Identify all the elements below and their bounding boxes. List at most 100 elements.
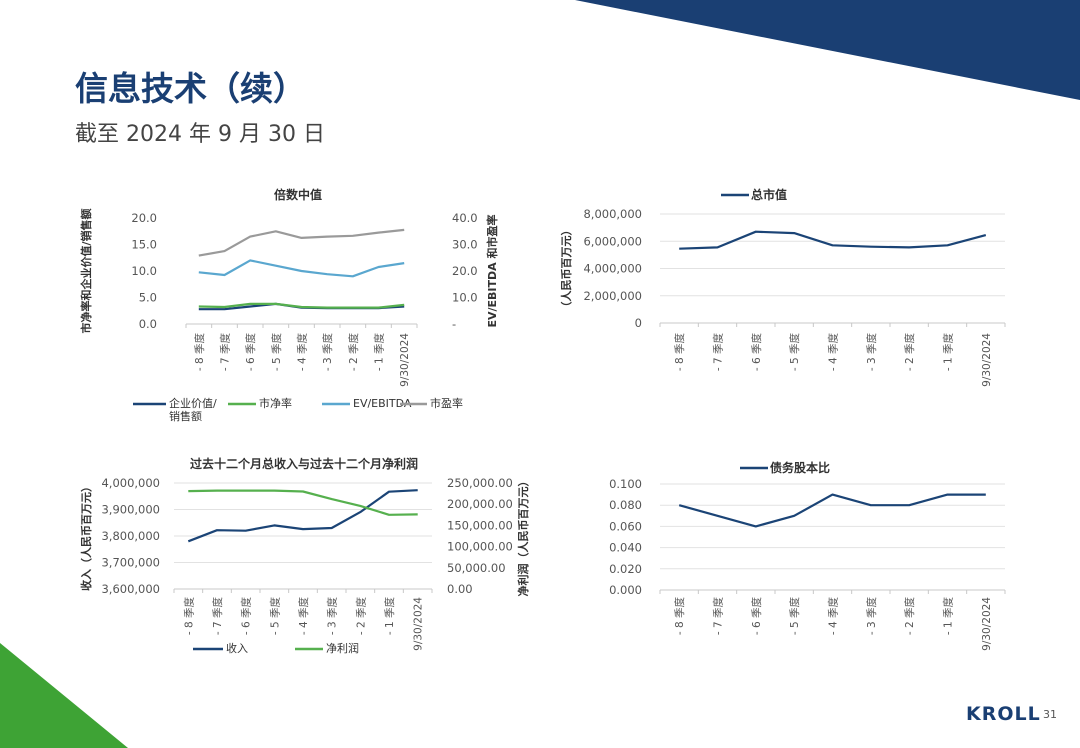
- legend-label: 净利润: [326, 641, 359, 655]
- x-category-label: 9/30/2024: [413, 597, 425, 651]
- y-right-tick-label: 30.0: [452, 238, 478, 252]
- legend-label: 债务股本比: [770, 460, 830, 475]
- x-category-label: - 7 季度: [211, 597, 224, 636]
- x-category-label: - 5 季度: [270, 333, 283, 372]
- y-tick-label: 3,600,000: [101, 582, 160, 596]
- series-line: [679, 230, 987, 250]
- x-category-label: - 4 季度: [296, 333, 309, 372]
- legend-label: EV/EBITDA: [353, 397, 412, 410]
- chart-title: 过去十二个月总收入与过去十二个月净利润: [190, 456, 418, 471]
- y-tick-label: 3,700,000: [101, 556, 160, 570]
- y-axis-title: 收入（人民币百万元）: [79, 481, 93, 591]
- x-category-label: - 1 季度: [942, 597, 955, 636]
- y-tick-label: 0.060: [609, 519, 642, 533]
- y-tick-label: 0.100: [609, 477, 642, 491]
- y-axis-title: （人民币百万元）: [559, 225, 573, 313]
- y-right-tick-label: 250,000.00: [447, 476, 513, 490]
- y-axis-title: 市净率和企业价值/销售额: [79, 208, 93, 333]
- x-category-label: - 3 季度: [326, 597, 339, 636]
- x-category-label: - 2 季度: [354, 597, 367, 636]
- x-category-label: - 7 季度: [712, 333, 725, 372]
- x-category-label: - 3 季度: [321, 333, 334, 372]
- legend-label: 销售额: [169, 409, 202, 423]
- y-tick-label: 4,000,000: [583, 262, 642, 276]
- green-corner-shape: [0, 643, 128, 748]
- x-category-label: - 6 季度: [240, 597, 253, 636]
- y-right-tick-label: 50,000.00: [447, 561, 506, 575]
- y-tick-label: 0: [635, 316, 642, 330]
- series-line: [188, 489, 418, 516]
- legend-label: 市净率: [259, 396, 292, 410]
- y-tick-label: 3,900,000: [101, 503, 160, 517]
- x-category-label: - 5 季度: [268, 597, 281, 636]
- legend-label: 收入: [226, 641, 248, 655]
- x-category-label: - 5 季度: [788, 597, 801, 636]
- chart-title: 倍数中值: [274, 187, 322, 202]
- x-category-label: - 6 季度: [244, 333, 257, 372]
- y-right-tick-label: -: [452, 317, 456, 331]
- x-category-label: - 7 季度: [712, 597, 725, 636]
- y-right-tick-label: 20.0: [452, 264, 478, 278]
- page-subtitle: 截至 2024 年 9 月 30 日: [75, 122, 325, 147]
- legend-label: 总市值: [751, 187, 787, 202]
- x-category-label: - 3 季度: [865, 333, 878, 372]
- legend-label: 企业价值/: [169, 396, 217, 410]
- y-right-tick-label: 200,000.00: [447, 497, 513, 511]
- y-tick-label: 0.040: [609, 541, 642, 555]
- y-right-tick-label: 150,000.00: [447, 518, 513, 532]
- x-category-label: - 3 季度: [865, 597, 878, 636]
- y-tick-label: 0.020: [609, 562, 642, 576]
- series-line: [187, 489, 418, 543]
- series-line: [198, 302, 405, 309]
- x-category-label: - 6 季度: [750, 333, 763, 372]
- y-tick-label: 0.000: [609, 583, 642, 597]
- y-tick-label: 5.0: [139, 291, 157, 305]
- y-tick-label: 0.0: [139, 317, 157, 331]
- x-category-label: - 8 季度: [673, 597, 686, 636]
- y-right-tick-label: 40.0: [452, 211, 478, 225]
- y-tick-label: 4,000,000: [101, 476, 160, 490]
- navy-corner-shape: [575, 0, 1080, 100]
- legend-label: 市盈率: [430, 396, 463, 410]
- y-tick-label: 10.0: [131, 264, 157, 278]
- y-axis-right-title: EV/EBITDA 和市盈率: [485, 214, 499, 327]
- page-number: 31: [1043, 708, 1057, 721]
- y-tick-label: 2,000,000: [583, 289, 642, 303]
- x-category-label: 9/30/2024: [981, 333, 993, 387]
- x-category-label: - 1 季度: [373, 333, 386, 372]
- x-category-label: - 1 季度: [942, 333, 955, 372]
- series-line: [198, 259, 405, 278]
- x-category-label: - 2 季度: [903, 597, 916, 636]
- x-category-label: - 8 季度: [673, 333, 686, 372]
- y-axis-right-title: 净利润（人民币百万元）: [516, 476, 530, 597]
- x-category-label: - 4 季度: [297, 597, 310, 636]
- x-category-label: - 2 季度: [347, 333, 360, 372]
- y-tick-label: 20.0: [131, 211, 157, 225]
- x-category-label: - 8 季度: [193, 333, 206, 372]
- y-tick-label: 15.0: [131, 238, 157, 252]
- series-line: [198, 228, 405, 257]
- x-category-label: - 5 季度: [788, 333, 801, 372]
- y-right-tick-label: 100,000.00: [447, 540, 513, 554]
- y-tick-label: 6,000,000: [583, 234, 642, 248]
- y-tick-label: 0.080: [609, 498, 642, 512]
- y-tick-label: 8,000,000: [583, 207, 642, 221]
- x-category-label: - 4 季度: [827, 597, 840, 636]
- x-category-label: - 1 季度: [383, 597, 396, 636]
- y-right-tick-label: 0.00: [447, 582, 473, 596]
- kroll-logo: KROLL: [966, 703, 1041, 725]
- x-category-label: - 4 季度: [827, 333, 840, 372]
- x-category-label: - 6 季度: [750, 597, 763, 636]
- x-category-label: - 7 季度: [219, 333, 232, 372]
- x-category-label: - 8 季度: [182, 597, 195, 636]
- x-category-label: 9/30/2024: [399, 333, 411, 387]
- y-right-tick-label: 10.0: [452, 291, 478, 305]
- series-line: [678, 493, 986, 528]
- y-tick-label: 3,800,000: [101, 529, 160, 543]
- x-category-label: - 2 季度: [903, 333, 916, 372]
